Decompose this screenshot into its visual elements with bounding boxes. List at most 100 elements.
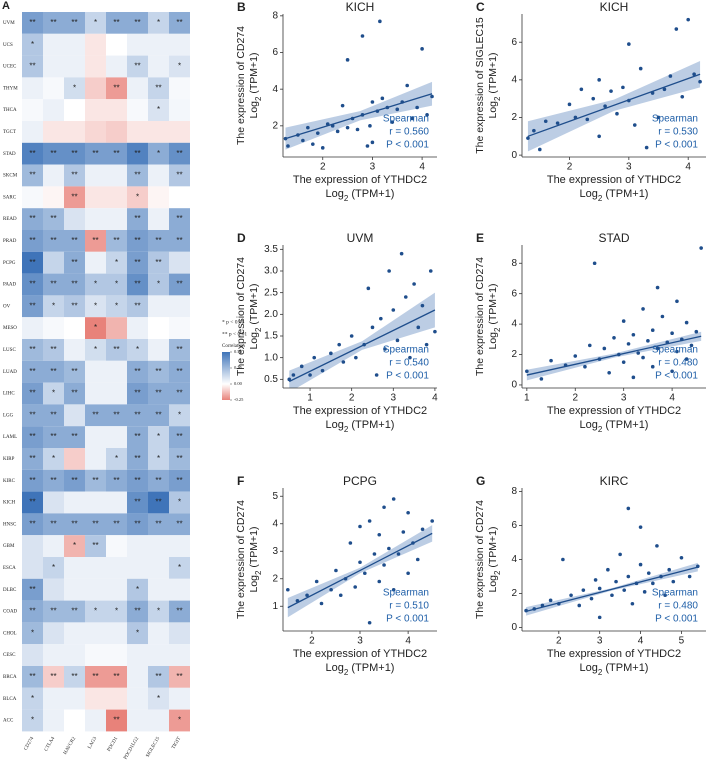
point — [420, 47, 424, 51]
heat-cell — [85, 448, 106, 470]
point — [655, 346, 660, 351]
point — [539, 377, 544, 381]
significance-mark: * — [115, 454, 118, 463]
significance-mark: ** — [29, 672, 35, 681]
point — [585, 117, 590, 122]
legend-text: ** p < 0.01 — [222, 331, 247, 337]
significance-mark: ** — [29, 214, 35, 223]
heat-cell — [127, 99, 148, 121]
unit-rest: (TPM+1) — [487, 52, 499, 96]
stat-annotation: r = 0.480 — [658, 601, 698, 612]
point — [286, 144, 290, 148]
heat-cell — [106, 317, 127, 339]
x-tick-label: 2 — [572, 393, 578, 404]
y-axis-label: The expression of CD274 — [235, 257, 247, 376]
heat-cell — [64, 339, 85, 361]
significance-mark: ** — [71, 672, 77, 681]
unit-sub: 2 — [254, 570, 263, 575]
y-tick-label: 0 — [511, 380, 517, 391]
significance-mark: ** — [176, 432, 182, 441]
point — [420, 303, 425, 308]
significance-mark: ** — [155, 672, 161, 681]
stat-annotation: P < 0.001 — [655, 371, 698, 382]
heat-cell — [169, 469, 190, 492]
heat-cell — [43, 230, 64, 252]
point — [311, 142, 315, 146]
point — [379, 316, 383, 321]
heat-cell — [43, 448, 64, 470]
stat-annotation: Spearman — [652, 345, 698, 356]
heat-cell — [169, 622, 190, 645]
point — [699, 246, 703, 250]
heat-cell — [22, 600, 43, 623]
chart-title: PCPG — [343, 474, 377, 488]
unit-rest: (TPM+1) — [348, 419, 394, 431]
heat-cell — [106, 186, 127, 209]
heat-cell — [169, 99, 190, 121]
heat-cell — [148, 687, 169, 710]
point — [345, 125, 350, 130]
point — [287, 377, 292, 382]
panel-letter: B — [237, 0, 246, 14]
significance-mark: ** — [134, 454, 140, 463]
point — [367, 519, 372, 523]
heat-cell — [169, 578, 190, 601]
point — [655, 285, 660, 290]
significance-mark: ** — [29, 410, 35, 419]
significance-mark: ** — [71, 476, 77, 485]
heat-cell — [43, 317, 64, 339]
heat-cell — [148, 317, 169, 339]
heat-cell — [22, 666, 43, 688]
axis-unit: Log2 (TPM+1) — [248, 283, 263, 349]
point — [358, 524, 362, 529]
heat-cell — [22, 557, 43, 579]
significance-mark: ** — [71, 367, 77, 376]
unit-text: Log — [248, 332, 260, 350]
significance-mark: ** — [134, 432, 140, 441]
heat-cell — [169, 491, 190, 514]
heat-cell — [106, 142, 127, 165]
point — [549, 358, 553, 363]
point — [374, 373, 379, 377]
heat-cell — [127, 55, 148, 78]
significance-mark: * — [136, 628, 139, 637]
colorbar-tick-label: 0.50 — [234, 349, 243, 354]
heat-cell — [22, 99, 43, 121]
x-axis-label: The expression of YTHDC2 — [547, 648, 681, 660]
panel-letter: C — [476, 0, 485, 14]
unit-rest: (TPM+1) — [348, 188, 394, 200]
significance-mark: * — [94, 18, 97, 27]
heat-cell — [169, 230, 190, 252]
heat-cell — [22, 578, 43, 601]
panel-letter: D — [237, 231, 246, 245]
axis-unit: Log2 (TPM+1) — [487, 526, 502, 592]
point — [415, 557, 420, 562]
unit-text: Log — [248, 575, 260, 593]
fit-line — [288, 309, 436, 383]
significance-mark: ** — [113, 519, 119, 528]
heat-cell — [106, 77, 127, 100]
point — [555, 121, 560, 125]
significance-mark: ** — [176, 214, 182, 223]
x-tick-label: 2 — [320, 162, 326, 173]
significance-mark: ** — [29, 607, 35, 616]
significance-mark: ** — [29, 18, 35, 27]
heat-cell — [169, 600, 190, 623]
significance-mark: ** — [134, 258, 140, 267]
heat-cell — [148, 77, 169, 100]
significance-mark: ** — [176, 345, 182, 354]
heat-cell — [22, 513, 43, 536]
heat-cell — [43, 404, 64, 427]
heat-cell — [85, 687, 106, 710]
point — [428, 269, 433, 273]
x-axis-label: The expression of YTHDC2 — [293, 174, 427, 186]
point — [687, 574, 692, 579]
significance-mark: * — [52, 454, 55, 463]
unit-rest: (TPM+1) — [248, 526, 260, 570]
heat-cell — [43, 600, 64, 623]
point — [689, 343, 694, 348]
heat-cell — [43, 208, 64, 230]
heat-cell — [127, 469, 148, 492]
point — [663, 593, 667, 598]
point — [319, 601, 324, 606]
